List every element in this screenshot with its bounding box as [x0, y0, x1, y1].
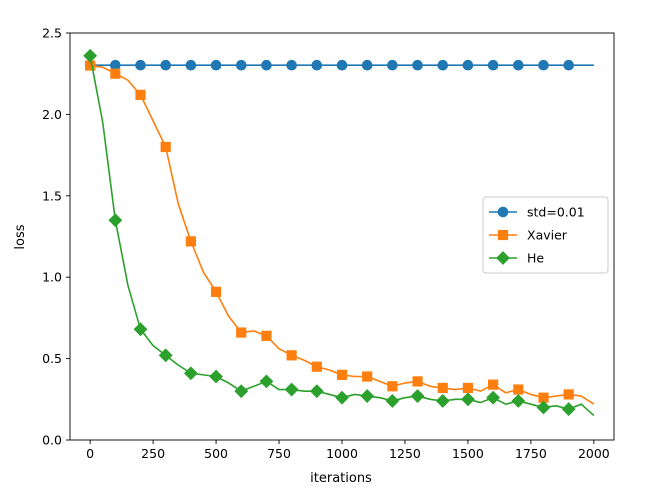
data-point-xavier: [110, 68, 121, 79]
y-axis-label: loss: [13, 224, 28, 249]
data-point-he: [133, 322, 148, 337]
x-tick-label: 2000: [578, 446, 610, 461]
data-point-xavier: [437, 382, 448, 394]
y-tick-label: 0.5: [42, 351, 62, 366]
x-tick-label: 1500: [452, 446, 484, 461]
data-point-he: [536, 400, 551, 415]
data-point-std-0-01: [462, 59, 474, 71]
legend-marker-xavier: [497, 229, 509, 241]
data-point-std-0-01: [135, 59, 146, 71]
legend-label-he: He: [527, 251, 544, 266]
x-tick-label: 250: [141, 446, 165, 461]
data-point-std-0-01: [185, 59, 197, 71]
y-tick-label: 1.0: [42, 270, 62, 285]
data-point-std-0-01: [538, 59, 549, 71]
data-point-std-0-01: [210, 59, 222, 71]
data-point-he: [511, 394, 526, 408]
legend: std=0.01 Xavier He: [482, 196, 609, 274]
y-tick-label: 1.5: [42, 188, 62, 203]
data-point-std-0-01: [261, 59, 272, 71]
data-point-std-0-01: [437, 59, 449, 71]
data-point-xavier: [236, 327, 247, 338]
data-point-xavier: [261, 330, 272, 341]
data-point-he: [83, 48, 98, 63]
x-tick-label: 1000: [326, 446, 358, 461]
data-point-he: [183, 366, 198, 381]
data-point-std-0-01: [487, 59, 499, 71]
legend-label-std-0-01: std=0.01: [527, 205, 585, 220]
data-point-he: [435, 394, 450, 408]
axes: 0 250 500 750 1000 1250 1500 1750 2000 0.0 0.5 1.0 1…: [42, 26, 615, 461]
data-point-he: [486, 390, 501, 405]
data-point-std-0-01: [235, 59, 247, 71]
data-point-xavier: [311, 361, 322, 372]
x-tick-label: 1250: [389, 446, 421, 461]
data-point-xavier: [185, 236, 196, 247]
legend-marker-he: [496, 251, 510, 265]
plot-area: [83, 48, 595, 417]
data-point-xavier: [336, 369, 348, 380]
data-point-std-0-01: [512, 59, 524, 71]
data-point-std-0-01: [286, 59, 297, 71]
x-axis-label: iterations: [310, 471, 372, 486]
data-point-xavier: [286, 350, 297, 361]
data-point-he: [309, 384, 324, 399]
legend-label-xavier: Xavier: [527, 228, 568, 243]
data-point-xavier: [513, 384, 524, 395]
y-tick-label: 0.0: [42, 433, 62, 448]
data-point-std-0-01: [563, 59, 574, 71]
data-point-std-0-01: [361, 59, 373, 71]
data-point-xavier: [387, 381, 398, 392]
data-point-std-0-01: [336, 59, 348, 71]
data-point-he: [209, 369, 223, 384]
data-point-xavier: [210, 286, 222, 297]
x-tick-label: 750: [267, 446, 291, 461]
data-point-he: [108, 213, 123, 228]
data-point-xavier: [462, 382, 474, 394]
data-point-he: [410, 389, 425, 403]
data-point-he: [284, 382, 299, 397]
data-point-std-0-01: [160, 59, 172, 71]
legend-box: [482, 196, 609, 274]
legend-marker-std-0-01: [497, 206, 509, 218]
y-tick-label: 2.5: [42, 26, 62, 41]
y-tick-label: 2.0: [42, 107, 62, 122]
data-point-he: [158, 348, 173, 363]
x-tick-label: 0: [86, 446, 94, 461]
data-point-he: [360, 389, 375, 403]
data-point-std-0-01: [387, 59, 398, 71]
data-point-xavier: [488, 379, 499, 390]
data-point-he: [561, 402, 576, 416]
data-point-he: [461, 392, 475, 407]
data-point-xavier: [362, 371, 373, 382]
x-tick-label: 1750: [515, 446, 547, 461]
data-point-he: [259, 374, 274, 389]
data-point-std-0-01: [110, 59, 121, 71]
data-point-xavier: [412, 376, 423, 387]
data-point-xavier: [563, 389, 574, 400]
data-point-he: [385, 394, 400, 408]
data-point-he: [234, 384, 249, 399]
data-point-xavier: [135, 89, 146, 100]
data-point-std-0-01: [311, 59, 323, 71]
data-point-std-0-01: [412, 59, 423, 71]
data-point-he: [335, 390, 349, 405]
data-point-xavier: [160, 141, 171, 153]
x-tick-label: 500: [204, 446, 228, 461]
